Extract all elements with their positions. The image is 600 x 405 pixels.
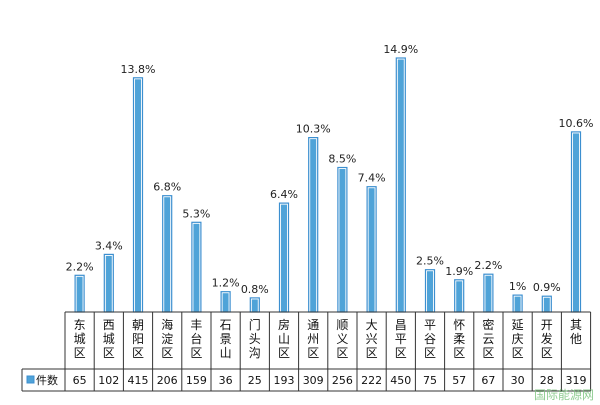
bar-fill <box>485 275 492 312</box>
count-cell: 30 <box>511 374 525 387</box>
bar-fill <box>193 223 200 312</box>
count-cell: 57 <box>452 374 466 387</box>
percent-label: 14.9% <box>383 43 418 56</box>
percent-label: 8.5% <box>328 153 356 166</box>
count-cell: 309 <box>303 374 324 387</box>
count-cell: 102 <box>98 374 119 387</box>
count-cell: 65 <box>73 374 87 387</box>
percent-label: 10.6% <box>559 117 594 130</box>
category-label: 朝阳区 <box>132 318 144 360</box>
bar-fill <box>514 296 521 312</box>
bar-fill <box>543 297 550 312</box>
bar-fill <box>281 204 287 312</box>
watermark-text: 国际能源网 <box>534 388 594 402</box>
category-label: 门头沟 <box>249 317 261 360</box>
category-label: 通州区 <box>307 318 319 360</box>
count-cell: 36 <box>219 374 233 387</box>
count-cell: 319 <box>566 374 587 387</box>
count-cell: 256 <box>332 374 353 387</box>
legend-label: 件数 <box>36 374 58 387</box>
category-label: 石景山 <box>220 318 232 360</box>
percent-label: 6.4% <box>270 188 298 201</box>
percent-label: 0.8% <box>241 283 269 296</box>
bar-fill <box>135 79 141 312</box>
count-cell: 222 <box>361 374 382 387</box>
count-cell: 28 <box>540 374 554 387</box>
bar-fill <box>397 59 404 312</box>
percent-label: 2.2% <box>66 260 94 273</box>
percent-label: 2.5% <box>416 255 444 268</box>
percent-label: 6.8% <box>153 181 181 194</box>
count-cell: 206 <box>157 374 178 387</box>
bars-layer <box>74 57 582 313</box>
bar-fill <box>76 276 83 312</box>
percent-label: 13.8% <box>121 63 156 76</box>
bar-fill <box>573 133 579 312</box>
count-cell: 159 <box>186 374 207 387</box>
percent-label: 2.2% <box>474 259 502 272</box>
percent-label: 1% <box>509 280 526 293</box>
count-cell: 25 <box>248 374 262 387</box>
category-label: 其他 <box>570 318 582 346</box>
data-table: 东城区 西城区 朝阳区 海淀区 丰台区 石景山 门头沟 房山区 通州区 顺义区 大兴区 昌平区 平谷区 怀… <box>21 311 592 392</box>
bar-fill <box>456 281 463 312</box>
category-label: 延庆区 <box>512 318 524 360</box>
percent-labels-layer: 2.2%3.4%13.8%6.8%5.3%1.2% 0.8%6.4%10.3%8.… <box>66 43 594 296</box>
category-label: 平谷区 <box>424 318 436 360</box>
percent-label: 5.3% <box>182 207 210 220</box>
category-label: 密云区 <box>482 317 494 360</box>
percent-label: 7.4% <box>358 172 386 185</box>
bar-fill <box>222 293 229 312</box>
category-label: 丰台区 <box>190 318 202 360</box>
legend-swatch <box>26 375 35 384</box>
bar-fill <box>310 139 317 312</box>
percent-label: 1.9% <box>445 265 473 278</box>
bar-fill <box>339 169 346 312</box>
category-label: 开发区 <box>541 318 553 360</box>
category-label: 怀柔区 <box>453 318 465 360</box>
category-label: 海淀区 <box>161 317 173 360</box>
bar-fill <box>164 197 171 312</box>
count-cell: 67 <box>481 374 495 387</box>
bar-fill <box>427 271 433 312</box>
percent-label: 1.2% <box>212 277 240 290</box>
category-label: 房山区 <box>278 317 290 360</box>
count-cell: 450 <box>390 374 411 387</box>
count-cell: 415 <box>128 374 149 387</box>
bar-fill <box>105 255 112 312</box>
category-label: 东城区 <box>74 318 86 360</box>
count-cell: 193 <box>274 374 295 387</box>
category-label: 西城区 <box>103 318 115 360</box>
percent-label: 10.3% <box>296 123 331 136</box>
count-cell: 75 <box>423 374 437 387</box>
bar-fill <box>368 188 375 312</box>
category-label: 大兴区 <box>366 318 378 360</box>
category-label: 昌平区 <box>395 318 407 360</box>
category-label: 顺义区 <box>336 318 348 360</box>
percent-label: 3.4% <box>95 239 123 252</box>
bar-fill <box>251 299 258 312</box>
percent-label: 0.9% <box>533 281 561 294</box>
